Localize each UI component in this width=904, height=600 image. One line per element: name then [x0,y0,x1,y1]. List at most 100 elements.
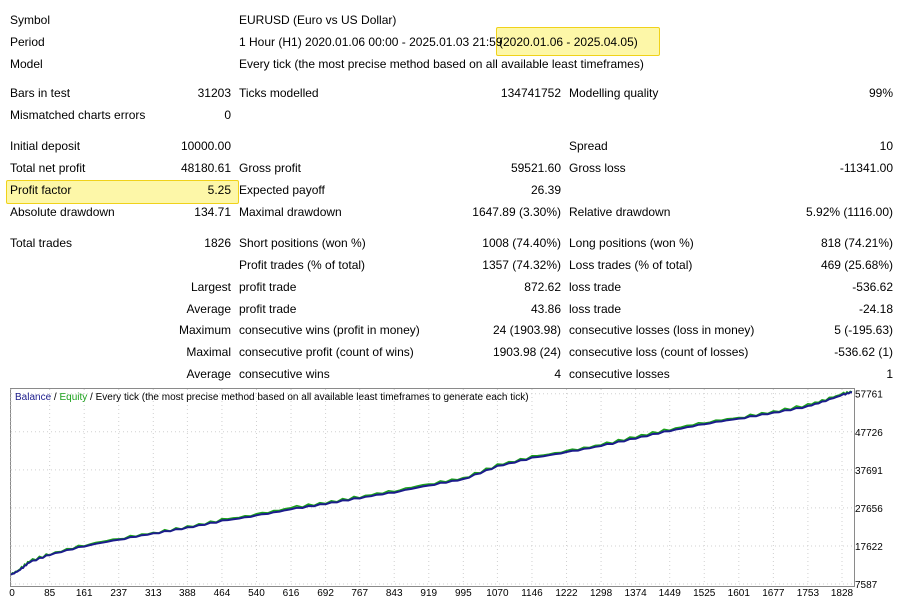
symbol-value: EURUSD (Euro vs US Dollar) [239,13,397,27]
long-positions-value: 818 (74.21%) [820,236,893,250]
x-tick-label-5: 388 [179,588,196,599]
ticks-modelled-label: Ticks modelled [239,86,319,100]
x-tick-label-3: 237 [110,588,127,599]
period-value: 1 Hour (H1) 2020.01.06 00:00 - 2025.01.0… [239,35,503,49]
x-tick-label-8: 616 [283,588,300,599]
x-tick-label-10: 767 [351,588,368,599]
model-label: Model [10,57,43,71]
y-tick-label-0: 7587 [855,580,878,591]
x-tick-label-13: 995 [455,588,472,599]
largest-loss-label: loss trade [569,280,622,294]
modelling-quality-value: 99% [868,86,893,100]
ticks-modelled-value: 134741752 [500,86,561,100]
average-consecutive-prefix: Average [186,367,231,381]
x-tick-label-23: 1753 [797,588,820,599]
average-profit-label: profit trade [239,302,297,316]
y-tick-label-4: 47726 [855,428,883,439]
x-tick-label-24: 1828 [831,588,854,599]
expected-payoff-value: 26.39 [530,183,561,197]
symbol-label: Symbol [10,13,51,27]
legend-balance: Balance [15,392,52,403]
gross-profit-label: Gross profit [239,161,302,175]
long-positions-label: Long positions (won %) [569,236,694,250]
maximal-profit-label: consecutive profit (count of wins) [239,345,414,359]
average-prefix: Average [186,302,231,316]
gross-profit-value: 59521.60 [510,161,561,175]
average-loss-value: -24.18 [858,302,893,316]
average-consecutive-losses-value: 1 [886,367,893,381]
largest-profit-value: 872.62 [524,280,561,294]
x-tick-label-6: 464 [214,588,231,599]
maximal-loss-value: -536.62 (1) [834,345,893,359]
x-tick-label-21: 1601 [728,588,751,599]
average-consecutive-wins-label: consecutive wins [239,367,330,381]
spread-value: 10 [879,139,893,153]
x-tick-label-1: 85 [44,588,56,599]
bars-in-test-value: 31203 [197,86,231,100]
average-consecutive-losses-label: consecutive losses [569,367,670,381]
mismatched-value: 0 [224,108,231,122]
chart-legend: Balance / Equity / Every tick (the most … [15,392,529,404]
x-tick-label-22: 1677 [762,588,785,599]
largest-loss-value: -536.62 [852,280,893,294]
x-tick-label-19: 1449 [659,588,682,599]
profit-trades-label: Profit trades (% of total) [239,258,366,272]
total-trades-value: 1826 [204,236,231,250]
profit-factor-label: Profit factor [10,183,72,197]
relative-drawdown-value: 5.92% (1116.00) [806,205,893,219]
initial-deposit-value: 10000.00 [180,139,231,153]
profit-trades-value: 1357 (74.32%) [482,258,561,272]
x-tick-label-12: 919 [420,588,437,599]
absolute-drawdown-value: 134.71 [194,205,231,219]
short-positions-value: 1008 (74.40%) [482,236,561,250]
total-trades-label: Total trades [10,236,73,250]
series-line-equity [10,390,853,576]
x-tick-label-20: 1525 [693,588,716,599]
x-tick-label-16: 1222 [555,588,578,599]
maximum-prefix: Maximum [178,323,231,337]
largest-prefix: Largest [190,280,231,294]
x-tick-label-17: 1298 [590,588,613,599]
loss-trades-value: 469 (25.68%) [820,258,893,272]
expected-payoff-label: Expected payoff [239,183,325,197]
maximal-profit-value: 1903.98 (24) [492,345,561,359]
legend-equity: Equity [59,392,88,403]
period-highlight: (2020.01.06 - 2025.04.05) [499,35,638,49]
initial-deposit-label: Initial deposit [10,139,81,153]
spread-label: Spread [569,139,608,153]
maximum-profit-value: 24 (1903.98) [492,323,561,337]
x-tick-label-15: 1146 [521,588,543,599]
bars-in-test-label: Bars in test [10,86,71,100]
largest-profit-label: profit trade [239,280,297,294]
maximum-profit-label: consecutive wins (profit in money) [239,323,420,337]
legend-separator: / [51,392,60,403]
x-tick-label-4: 313 [145,588,162,599]
average-loss-label: loss trade [569,302,622,316]
x-tick-label-9: 692 [317,588,334,599]
maximal-prefix: Maximal [186,345,231,359]
maximal-drawdown-label: Maximal drawdown [239,205,342,219]
x-tick-label-2: 161 [76,588,93,599]
y-tick-label-5: 57761 [855,390,883,401]
profit-factor-value: 5.25 [207,183,231,197]
x-tick-label-7: 540 [248,588,265,599]
y-tick-label-2: 27656 [855,504,883,515]
x-tick-label-11: 843 [386,588,403,599]
period-label: Period [10,35,45,49]
total-net-profit-label: Total net profit [10,161,86,175]
legend-description: / Every tick (the most precise method ba… [87,392,529,403]
average-profit-value: 43.86 [530,302,561,316]
absolute-drawdown-label: Absolute drawdown [10,205,115,219]
gross-loss-label: Gross loss [569,161,626,175]
model-value: Every tick (the most precise method base… [239,57,644,71]
mismatched-label: Mismatched charts errors [10,108,146,122]
profit-factor-highlight-box [6,180,239,204]
x-tick-label-0: 0 [9,588,15,599]
maximum-loss-value: 5 (-195.63) [834,323,893,337]
x-tick-label-18: 1374 [624,588,647,599]
maximal-drawdown-value: 1647.89 (3.30%) [472,205,561,219]
maximal-loss-label: consecutive loss (count of losses) [569,345,749,359]
period-highlight-box [496,27,660,56]
maximum-loss-label: consecutive losses (loss in money) [569,323,755,337]
